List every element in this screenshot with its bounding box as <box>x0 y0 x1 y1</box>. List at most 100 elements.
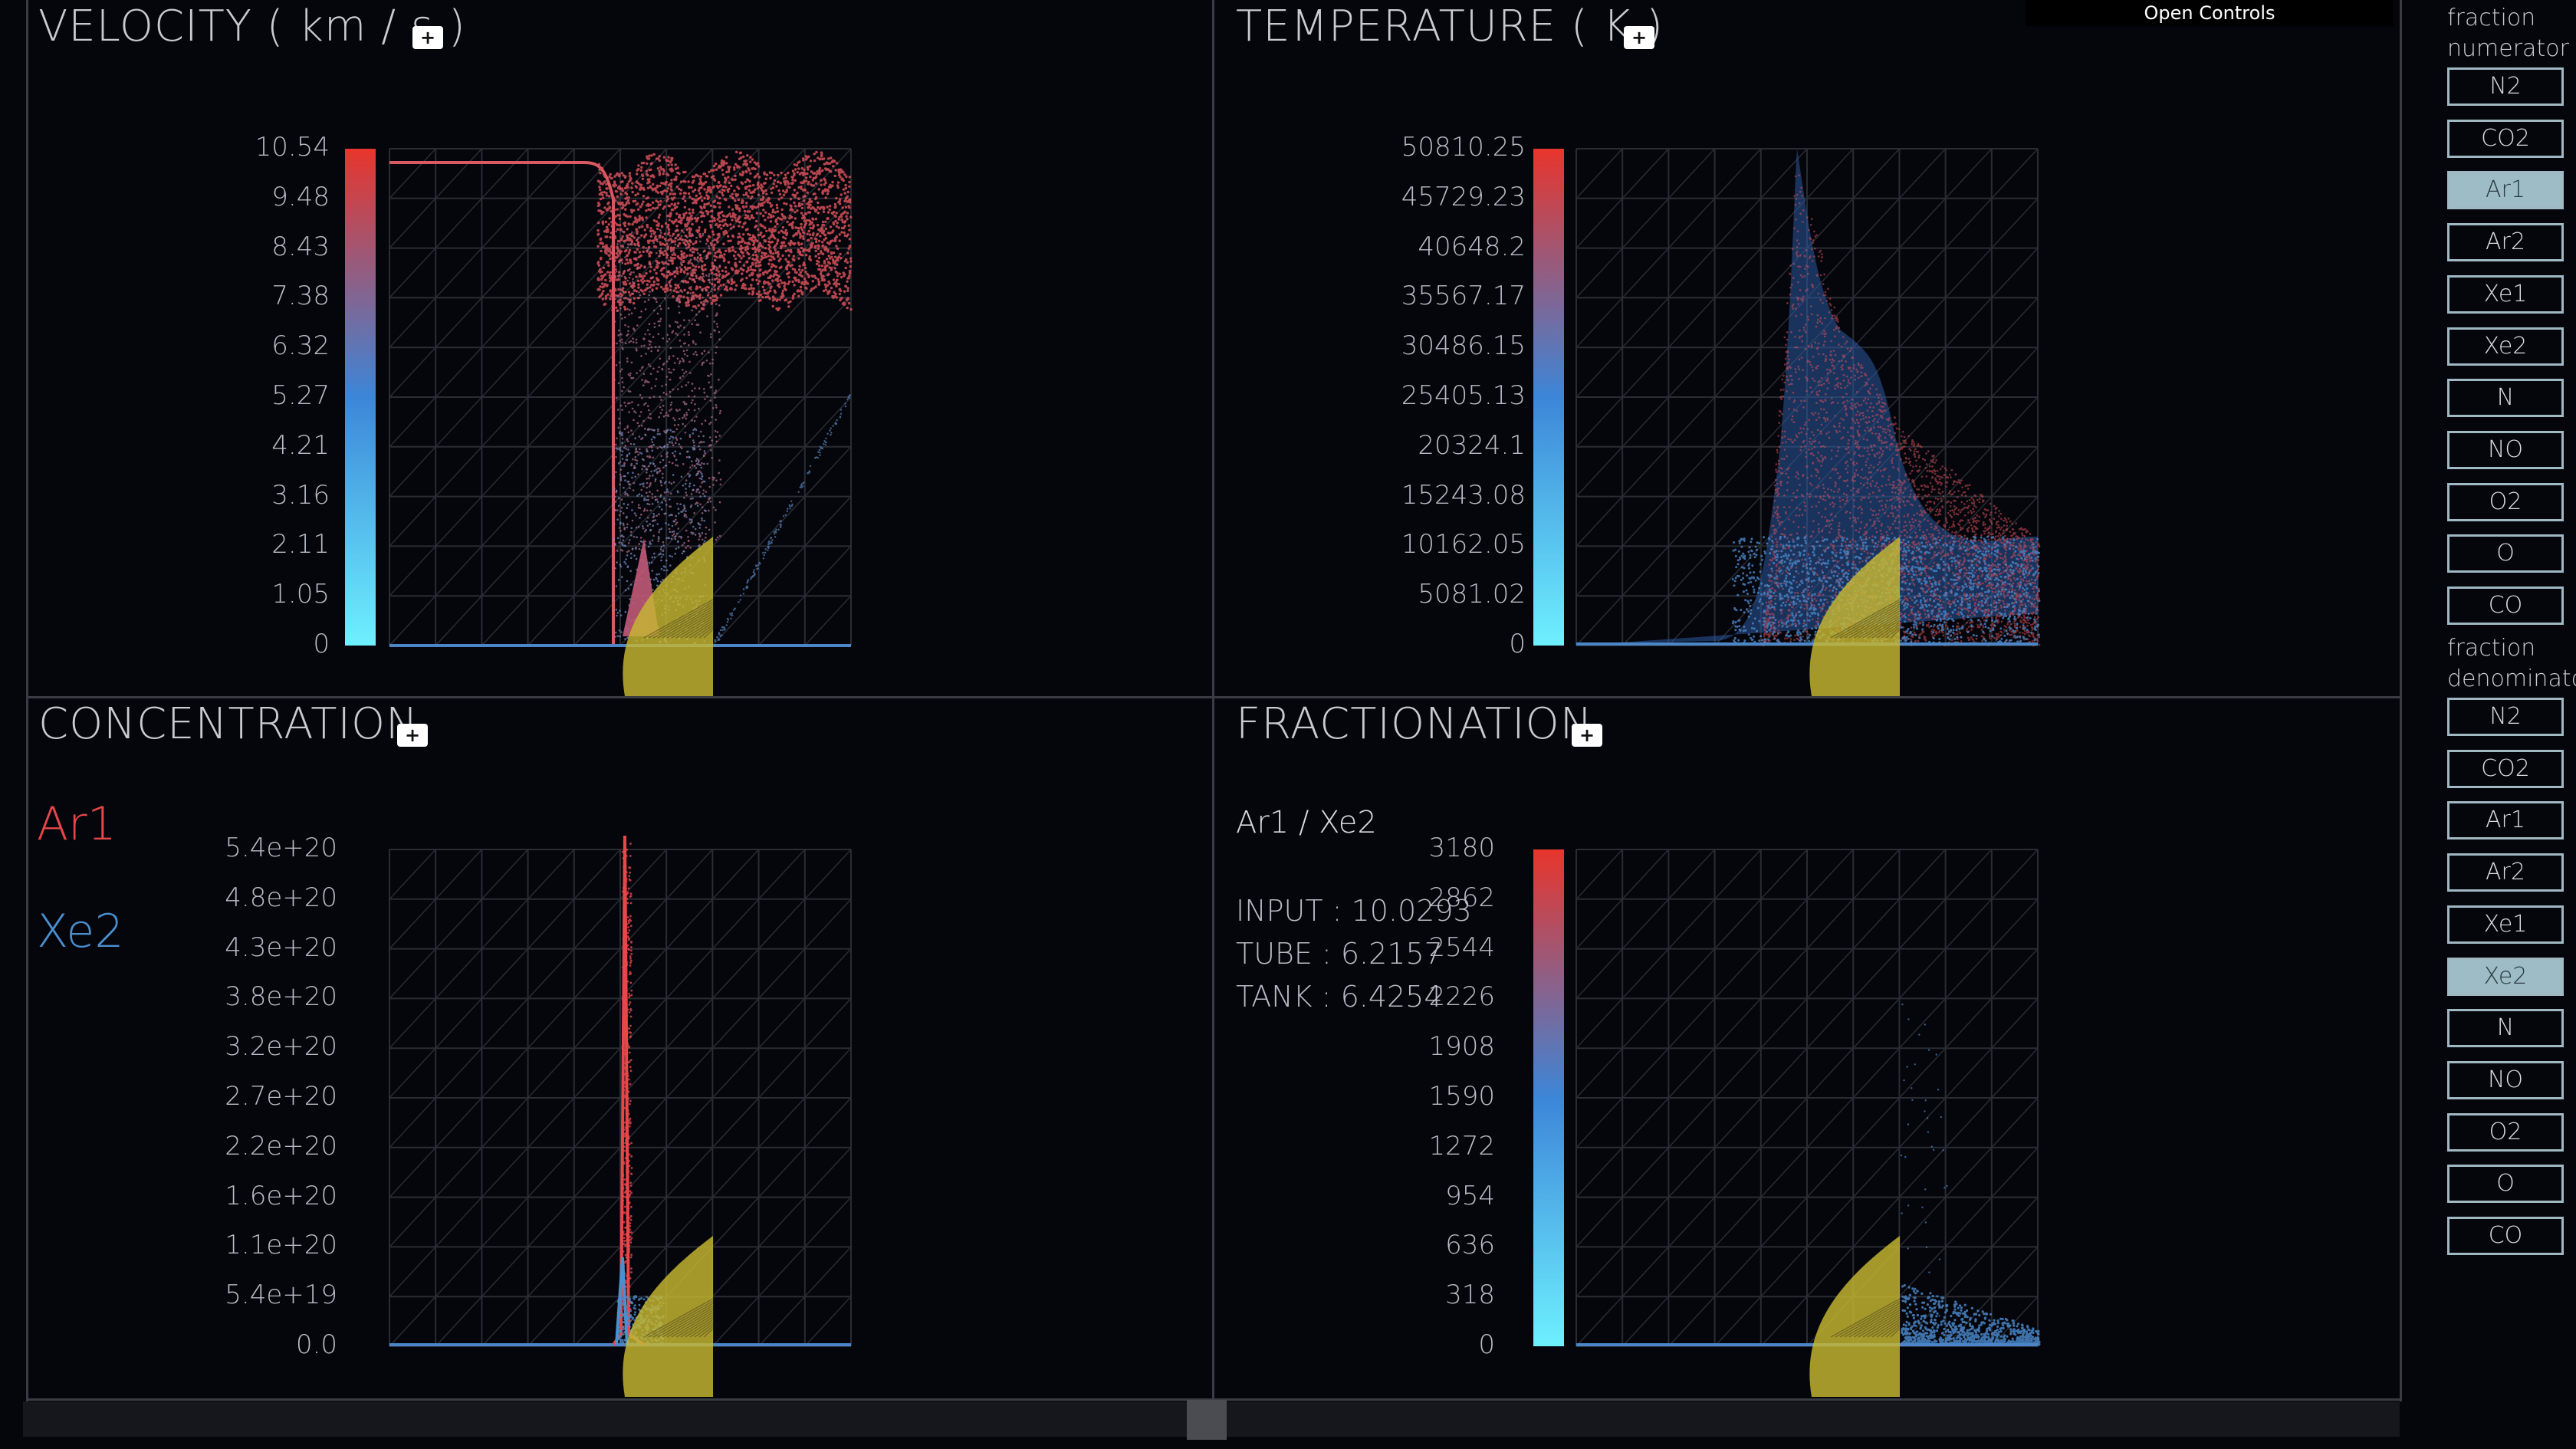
numerator-button-co[interactable]: CO <box>2447 586 2564 625</box>
velocity-body-mesh <box>657 606 714 639</box>
denominator-button-n[interactable]: N <box>2447 1009 2564 1048</box>
temperature-grid-diag <box>1576 149 1947 547</box>
fractionation-grid-diag <box>1576 849 1808 1099</box>
denominator-button-xe1[interactable]: Xe1 <box>2447 905 2564 944</box>
fractionation-particles-blue <box>1900 1283 2041 1346</box>
temperature-body-mesh <box>1881 624 1901 639</box>
denominator-button-co[interactable]: CO <box>2447 1217 2564 1255</box>
numerator-button-xe1[interactable]: Xe1 <box>2447 274 2564 314</box>
concentration-y-tick: 0.0 <box>295 1329 337 1360</box>
velocity-grid-diag <box>389 149 482 249</box>
numerator-button-no[interactable]: NO <box>2447 430 2564 469</box>
concentration-body-mesh <box>680 1316 714 1338</box>
fractionation-grid-diag <box>1576 849 1577 851</box>
velocity-particles-mid <box>613 228 722 554</box>
numerator-button-ar2[interactable]: Ar2 <box>2447 223 2564 262</box>
fractionation-body <box>1809 1236 1900 1397</box>
numerator-button-xe2[interactable]: Xe2 <box>2447 327 2564 366</box>
scrollbar-thumb[interactable] <box>1187 1400 1227 1440</box>
denominator-button-co2[interactable]: CO2 <box>2447 749 2564 788</box>
velocity-body-mesh <box>698 626 714 639</box>
temperature-grid-diag <box>1576 149 1577 150</box>
temperature-grid-diag <box>1576 149 1900 498</box>
concentration-grid-diag <box>665 1146 851 1346</box>
velocity-colorbar <box>345 149 376 646</box>
temperature-colorbar <box>1533 149 1564 646</box>
temperature-y-tick: 30486.15 <box>1401 330 1526 362</box>
fractionation-grid-diag <box>1852 1146 2038 1346</box>
numerator-label-line1: fraction <box>2447 5 2536 31</box>
temperature-y-tick: 35567.17 <box>1401 281 1526 312</box>
temperature-body-mesh <box>1853 610 1901 639</box>
velocity-expand-button[interactable]: + <box>412 26 443 49</box>
denominator-label-line1: fraction <box>2447 635 2536 662</box>
fractionation-grid-diag <box>1576 849 1900 1198</box>
denominator-button-ar1[interactable]: Ar1 <box>2447 801 2564 840</box>
denominator-button-ar2[interactable]: Ar2 <box>2447 853 2564 892</box>
panel-divider-horizontal <box>26 696 2401 698</box>
temperature-y-tick: 0 <box>1509 629 1526 659</box>
concentration-grid-diag <box>481 948 851 1346</box>
velocity-y-tick: 7.38 <box>271 281 330 312</box>
fractionation-expand-button[interactable]: + <box>1572 724 1602 747</box>
temperature-y-tick: 25405.13 <box>1401 380 1526 411</box>
numerator-button-o2[interactable]: O2 <box>2447 482 2564 521</box>
fractionation-grid-diag <box>1576 849 1762 1050</box>
velocity-title: VELOCITY ( km / s ) <box>38 2 466 51</box>
concentration-y-tick: 3.8e+20 <box>225 981 337 1013</box>
numerator-button-n2[interactable]: N2 <box>2447 67 2564 106</box>
denominator-button-xe2[interactable]: Xe2 <box>2447 957 2564 996</box>
fractionation-grid-diag <box>1760 1047 2038 1346</box>
concentration-grid-diag <box>389 849 713 1198</box>
fractionation-y-tick: 954 <box>1445 1180 1495 1211</box>
concentration-expand-button[interactable]: + <box>397 724 428 747</box>
concentration-y-tick: 3.2e+20 <box>225 1031 337 1063</box>
fractionation-grid-diag <box>1622 898 2038 1346</box>
denominator-button-o[interactable]: O <box>2447 1165 2564 1204</box>
panel-divider-vertical-left <box>26 0 28 1401</box>
fractionation-body-mesh <box>1862 1314 1901 1338</box>
fractionation-particles-sparse <box>1900 1003 1948 1334</box>
fractionation-y-tick: 1590 <box>1428 1081 1495 1112</box>
fractionation-body-mesh <box>1867 1316 1901 1338</box>
velocity-grid-diag <box>389 149 390 150</box>
concentration-title: CONCENTRATION <box>38 699 419 749</box>
temperature-y-tick: 15243.08 <box>1401 479 1526 511</box>
temperature-grid-diag <box>1576 149 1669 249</box>
temperature-y-tick: 45729.23 <box>1401 181 1526 212</box>
fractionation-input-value: INPUT : 10.0293 <box>1236 894 1472 928</box>
velocity-grid-diag <box>711 495 851 646</box>
concentration-body-mesh <box>703 1328 714 1338</box>
concentration-grid-diag <box>758 1246 851 1346</box>
velocity-body-mesh <box>662 608 714 639</box>
open-controls-button[interactable]: Open Controls <box>2026 0 2394 26</box>
temperature-y-tick: 40648.2 <box>1418 231 1526 262</box>
velocity-grid-diag <box>389 149 575 349</box>
temperature-body-mesh <box>1858 613 1901 639</box>
denominator-button-o2[interactable]: O2 <box>2447 1112 2564 1152</box>
concentration-grid-diag <box>389 849 851 1346</box>
numerator-button-ar1[interactable]: Ar1 <box>2447 171 2564 210</box>
temperature-expand-button[interactable]: + <box>1624 26 1654 49</box>
velocity-y-tick: 2.11 <box>271 529 330 560</box>
fractionation-tank-value: TANK : 6.4254 <box>1236 980 1443 1014</box>
denominator-button-n2[interactable]: N2 <box>2447 698 2564 736</box>
concentration-y-tick: 2.7e+20 <box>225 1081 337 1112</box>
temperature-grid-diag <box>1576 149 1762 349</box>
temperature-body-mesh <box>1876 622 1901 639</box>
velocity-y-tick: 3.16 <box>271 479 330 511</box>
legend-xe2: Xe2 <box>37 905 124 958</box>
numerator-button-o[interactable]: O <box>2447 534 2564 573</box>
velocity-grid-diag <box>527 297 851 646</box>
denominator-button-no[interactable]: NO <box>2447 1060 2564 1099</box>
concentration-body-mesh <box>666 1309 714 1338</box>
velocity-grid-diag <box>758 545 851 646</box>
numerator-button-co2[interactable]: CO2 <box>2447 119 2564 158</box>
fractionation-body-mesh <box>1835 1300 1901 1338</box>
temperature-y-tick: 5081.02 <box>1418 579 1526 610</box>
velocity-body-mesh <box>680 617 714 639</box>
numerator-button-n[interactable]: N <box>2447 379 2564 418</box>
fractionation-y-tick: 2544 <box>1428 932 1495 963</box>
numerator-label-line2: numerator <box>2447 35 2569 62</box>
temperature-body-mesh <box>1871 619 1901 639</box>
